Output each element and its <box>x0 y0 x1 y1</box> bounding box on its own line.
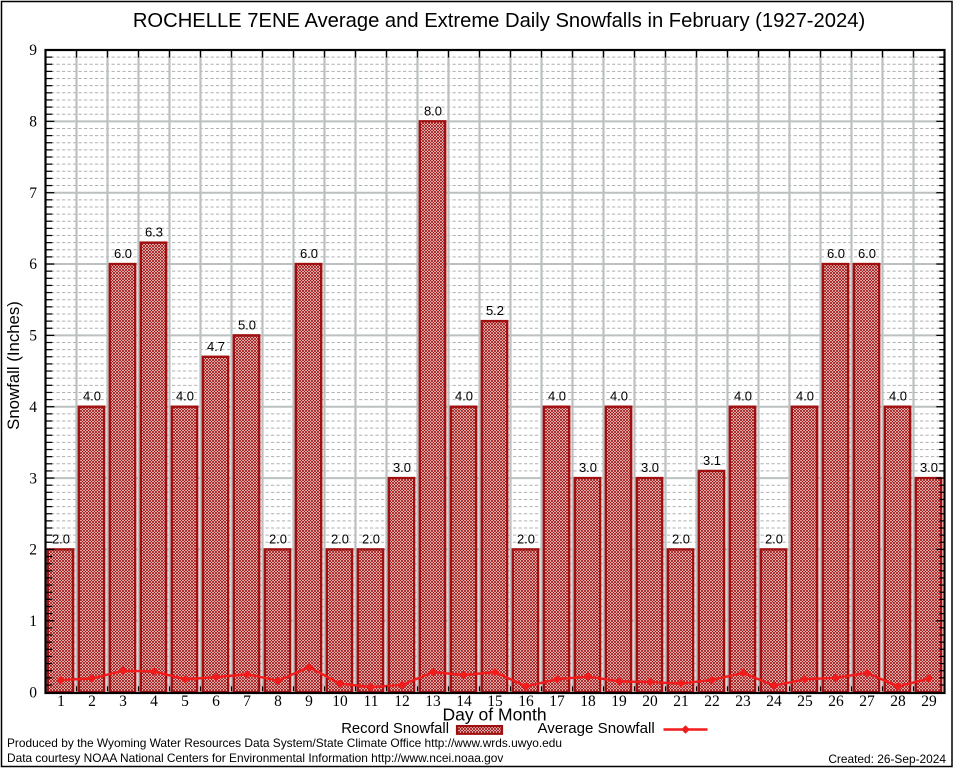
svg-text:10: 10 <box>332 693 348 710</box>
svg-text:28: 28 <box>890 693 906 710</box>
svg-text:Created: 26-Sep-2024: Created: 26-Sep-2024 <box>828 752 946 766</box>
svg-text:3.0: 3.0 <box>393 460 411 475</box>
svg-text:0: 0 <box>29 684 37 701</box>
svg-text:17: 17 <box>549 693 565 710</box>
svg-text:11: 11 <box>364 693 379 710</box>
svg-text:7: 7 <box>243 693 251 710</box>
svg-text:21: 21 <box>673 693 689 710</box>
svg-text:6.0: 6.0 <box>858 246 876 261</box>
svg-text:13: 13 <box>425 693 441 710</box>
svg-text:9: 9 <box>29 42 37 59</box>
svg-text:23: 23 <box>735 693 751 710</box>
svg-text:26: 26 <box>828 693 844 710</box>
svg-text:6.0: 6.0 <box>827 246 845 261</box>
svg-text:Produced by the Wyoming Water: Produced by the Wyoming Water Resources … <box>7 736 562 750</box>
svg-text:3.1: 3.1 <box>703 453 721 468</box>
svg-text:Record Snowfall: Record Snowfall <box>341 721 449 737</box>
svg-text:1: 1 <box>29 613 37 630</box>
svg-text:6.3: 6.3 <box>145 225 163 240</box>
svg-text:5: 5 <box>29 328 37 345</box>
svg-text:4.0: 4.0 <box>796 389 814 404</box>
svg-text:Snowfall (Inches): Snowfall (Inches) <box>4 301 23 430</box>
svg-text:3: 3 <box>119 693 127 710</box>
svg-text:6.0: 6.0 <box>300 246 318 261</box>
svg-text:16: 16 <box>518 693 534 710</box>
svg-text:4.0: 4.0 <box>83 389 101 404</box>
svg-text:5.2: 5.2 <box>486 303 504 318</box>
svg-text:19: 19 <box>611 693 627 710</box>
svg-text:9: 9 <box>305 693 313 710</box>
svg-text:2.0: 2.0 <box>362 531 380 546</box>
svg-text:29: 29 <box>921 693 937 710</box>
svg-text:2: 2 <box>88 693 96 710</box>
svg-text:3.0: 3.0 <box>920 460 938 475</box>
svg-text:20: 20 <box>642 693 658 710</box>
svg-text:25: 25 <box>797 693 813 710</box>
svg-text:4.0: 4.0 <box>734 389 752 404</box>
svg-text:15: 15 <box>487 693 503 710</box>
svg-text:12: 12 <box>394 693 410 710</box>
svg-text:4: 4 <box>150 693 158 710</box>
svg-text:3.0: 3.0 <box>641 460 659 475</box>
svg-text:4.0: 4.0 <box>455 389 473 404</box>
svg-text:8: 8 <box>29 114 37 131</box>
svg-text:7: 7 <box>29 185 37 202</box>
svg-text:5.0: 5.0 <box>238 317 256 332</box>
svg-text:Day of Month: Day of Month <box>443 705 547 725</box>
svg-text:5: 5 <box>181 693 189 710</box>
svg-text:Data courtesy NOAA National Ce: Data courtesy NOAA National Centers for … <box>7 751 503 765</box>
svg-text:3: 3 <box>29 470 37 487</box>
svg-text:2.0: 2.0 <box>52 531 70 546</box>
svg-text:3.0: 3.0 <box>579 460 597 475</box>
svg-text:18: 18 <box>580 693 596 710</box>
svg-text:22: 22 <box>704 693 720 710</box>
svg-text:6.0: 6.0 <box>114 246 132 261</box>
svg-text:2.0: 2.0 <box>269 531 287 546</box>
svg-text:4.0: 4.0 <box>176 389 194 404</box>
svg-text:4.7: 4.7 <box>207 339 225 354</box>
svg-text:4: 4 <box>29 399 37 416</box>
svg-text:6: 6 <box>212 693 220 710</box>
svg-text:14: 14 <box>456 693 472 710</box>
svg-text:27: 27 <box>859 693 875 710</box>
svg-text:1: 1 <box>57 693 65 710</box>
svg-text:6: 6 <box>29 256 37 273</box>
svg-text:2: 2 <box>29 542 37 559</box>
svg-text:4.0: 4.0 <box>548 389 566 404</box>
svg-text:8: 8 <box>274 693 282 710</box>
svg-text:24: 24 <box>766 693 782 710</box>
svg-text:2.0: 2.0 <box>331 531 349 546</box>
svg-text:2.0: 2.0 <box>765 531 783 546</box>
svg-text:8.0: 8.0 <box>424 103 442 118</box>
svg-text:2.0: 2.0 <box>517 531 535 546</box>
svg-text:ROCHELLE 7ENE Average and Extr: ROCHELLE 7ENE Average and Extreme Daily … <box>133 10 865 32</box>
svg-text:4.0: 4.0 <box>889 389 907 404</box>
svg-text:Average Snowfall: Average Snowfall <box>538 720 655 737</box>
svg-text:4.0: 4.0 <box>610 389 628 404</box>
svg-text:2.0: 2.0 <box>672 531 690 546</box>
